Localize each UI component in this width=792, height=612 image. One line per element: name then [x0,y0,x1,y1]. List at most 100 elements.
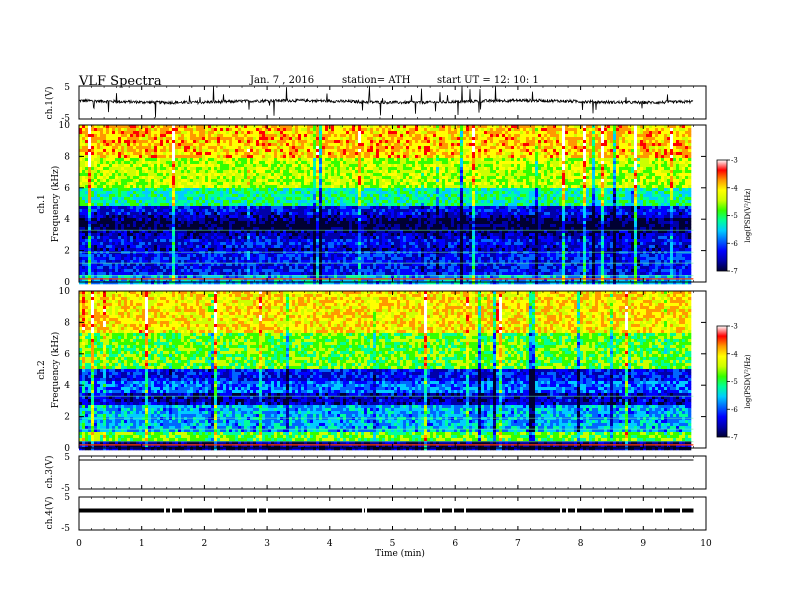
spectrogram-cell [136,191,139,194]
spectrogram-cell [106,245,109,248]
spectrogram-cell [118,224,121,227]
spectrogram-cell [85,149,88,152]
spectrogram-cell [85,197,88,200]
spectrogram-cell [136,227,139,230]
spectrogram-cell [154,137,157,140]
spectrogram-cell [91,131,94,134]
spectrogram-cell [151,245,154,248]
spectrogram-cell [154,167,157,170]
spectrogram-cell [148,197,151,200]
spectrogram-cell [169,149,172,152]
spectrogram-cell [145,215,148,218]
spectrogram-cell [145,218,148,221]
spectrogram-cell [145,221,148,224]
spectrogram-cell [91,182,94,185]
spectrogram-cell [127,131,130,134]
spectrogram-cell [178,182,181,185]
spectrogram-cell [121,233,124,236]
spectrogram-cell [163,257,166,260]
spectrogram-cell [139,248,142,251]
spectrogram-cell [175,173,178,176]
spectrogram-cell [91,227,94,230]
spectrogram-cell [160,227,163,230]
spectrogram-cell [85,281,88,284]
spectrogram-cell [94,206,97,209]
spectrogram-cell [115,221,118,224]
spectrogram-cell [178,239,181,242]
spectrogram-cell [166,146,169,149]
spectrogram-cell [160,212,163,215]
spectrogram-cell [169,200,172,203]
spectrogram-cell [172,137,175,140]
spectrogram-cell [112,281,115,284]
spectrogram-cell [121,242,124,245]
spectrogram-cell [103,212,106,215]
spectrogram-cell [91,233,94,236]
spectrogram-cell [154,179,157,182]
spectrogram-cell [109,203,112,206]
spectrogram-cell [151,227,154,230]
spectrogram-cell [100,236,103,239]
spectrogram-cell [142,161,145,164]
spectrogram-cell [106,212,109,215]
spectrogram-cell [133,140,136,143]
spectrogram-cell [142,173,145,176]
spectrogram-cell [91,206,94,209]
spectrogram-cell [91,248,94,251]
spectrogram-cell [103,140,106,143]
spectrogram-cell [154,161,157,164]
spectrogram-cell [172,143,175,146]
spectrogram-cell [106,227,109,230]
spectrogram-cell [103,209,106,212]
spectrogram-cell [112,161,115,164]
spectrogram-cell [118,212,121,215]
spectrogram-cell [154,197,157,200]
spectrogram-cell [121,260,124,263]
spectrogram-cell [151,248,154,251]
spectrogram-cell [127,251,130,254]
spectrogram-cell [154,188,157,191]
spectrogram-cell [109,212,112,215]
spectrogram-cell [133,143,136,146]
spectrogram-cell [145,161,148,164]
spectrogram-cell [106,209,109,212]
spectrogram-cell [163,227,166,230]
spectrogram-cell [178,158,181,161]
spectrogram-cell [157,239,160,242]
spectrogram-cell [118,143,121,146]
spectrogram-cell [169,215,172,218]
spectrogram-cell [100,170,103,173]
spectrogram-cell [175,176,178,179]
spectrogram-cell [109,221,112,224]
spectrogram-cell [130,254,133,257]
spectrogram-cell [163,251,166,254]
spectrogram-cell [88,140,91,143]
spectrogram-cell [160,218,163,221]
spectrogram-cell [127,260,130,263]
spectrogram-cell [124,185,127,188]
spectrogram-cell [115,128,118,131]
spectrogram-cell [148,212,151,215]
spectrogram-cell [175,131,178,134]
spectrogram-cell [172,152,175,155]
spectrogram-cell [160,281,163,284]
spectrogram-cell [106,170,109,173]
spectrogram-cell [139,251,142,254]
spectrogram-cell [130,182,133,185]
spectrogram-cell [121,239,124,242]
spectrogram-cell [148,134,151,137]
spectrogram-cell [124,227,127,230]
spectrogram-cell [169,227,172,230]
spectrogram-cell [172,257,175,260]
spectrogram-cell [82,272,85,275]
spectrogram-cell [175,200,178,203]
spectrogram-cell [109,233,112,236]
spectrogram-cell [124,182,127,185]
spectrogram-cell [142,272,145,275]
spectrogram-cell [97,269,100,272]
spectrogram-cell [100,128,103,131]
spectrogram-cell [172,134,175,137]
spectrogram-cell [94,269,97,272]
spectrogram-cell [100,161,103,164]
spectrogram-cell [127,161,130,164]
